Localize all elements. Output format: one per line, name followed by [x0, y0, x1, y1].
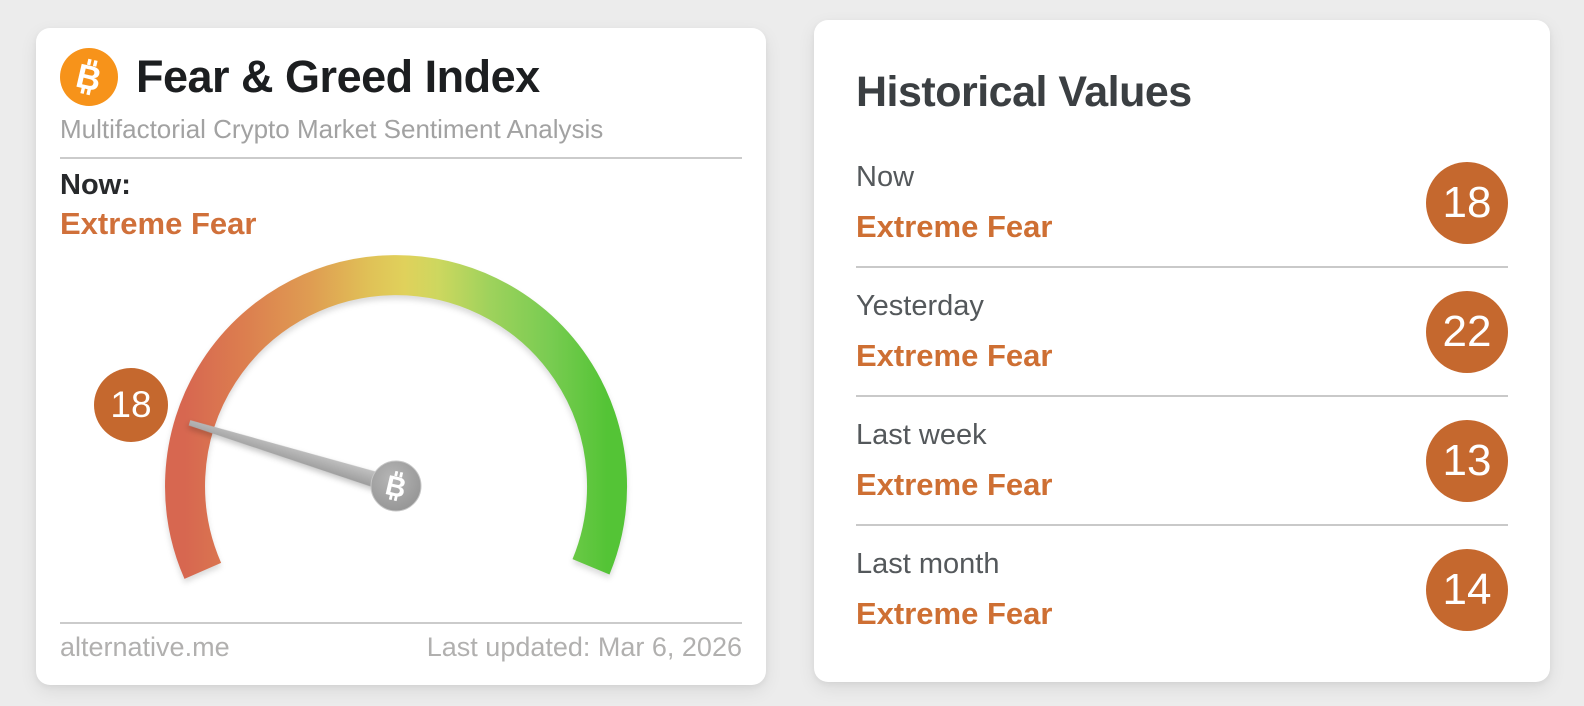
history-row-last-week: Last week Extreme Fear 13 — [856, 395, 1508, 524]
row-label: Now — [856, 161, 915, 194]
fear-greed-gauge: 18 — [60, 252, 742, 588]
card-footer: alternative.me Last updated: Mar 6, 2026 — [60, 632, 742, 663]
row-label: Last week — [856, 419, 987, 452]
fear-greed-card: Fear & Greed Index Multifactorial Crypto… — [36, 28, 766, 685]
row-classification: Extreme Fear — [856, 466, 1053, 502]
card-header: Fear & Greed Index — [60, 48, 742, 106]
source-link[interactable]: alternative.me — [60, 631, 230, 662]
row-classification: Extreme Fear — [856, 208, 1053, 244]
row-value-badge: 13 — [1426, 419, 1508, 502]
last-updated: Last updated: Mar 6, 2026 — [426, 631, 742, 662]
history-row-now: Now Extreme Fear 18 — [856, 139, 1508, 266]
row-value-badge: 14 — [1426, 548, 1508, 631]
row-classification: Extreme Fear — [856, 337, 1053, 373]
gauge-hub — [370, 460, 422, 512]
row-classification: Extreme Fear — [856, 595, 1053, 631]
row-label: Yesterday — [856, 290, 984, 323]
historical-values-title: Historical Values — [856, 68, 1192, 116]
row-value-badge: 18 — [1426, 161, 1508, 244]
historical-values-card: Historical Values Now Extreme Fear 18 Ye… — [814, 20, 1550, 682]
bitcoin-logo-icon — [60, 48, 118, 106]
row-label: Last month — [856, 548, 1000, 581]
now-label: Now: — [60, 168, 131, 201]
card-subtitle: Multifactorial Crypto Market Sentiment A… — [60, 114, 604, 144]
footer-divider — [60, 621, 742, 624]
history-row-yesterday: Yesterday Extreme Fear 22 — [856, 266, 1508, 395]
now-classification: Extreme Fear — [60, 206, 257, 242]
gauge-needle — [188, 420, 399, 495]
row-value-badge: 22 — [1426, 290, 1508, 373]
header-divider — [60, 156, 742, 159]
gauge-value-badge: 18 — [94, 367, 168, 442]
gauge-arc — [165, 255, 628, 579]
history-row-last-month: Last month Extreme Fear 14 — [856, 524, 1508, 653]
card-title: Fear & Greed Index — [136, 51, 540, 102]
